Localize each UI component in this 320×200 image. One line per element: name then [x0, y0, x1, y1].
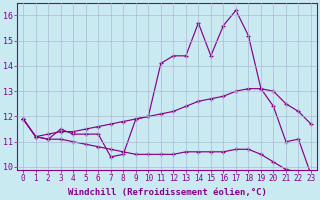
- X-axis label: Windchill (Refroidissement éolien,°C): Windchill (Refroidissement éolien,°C): [68, 188, 267, 197]
